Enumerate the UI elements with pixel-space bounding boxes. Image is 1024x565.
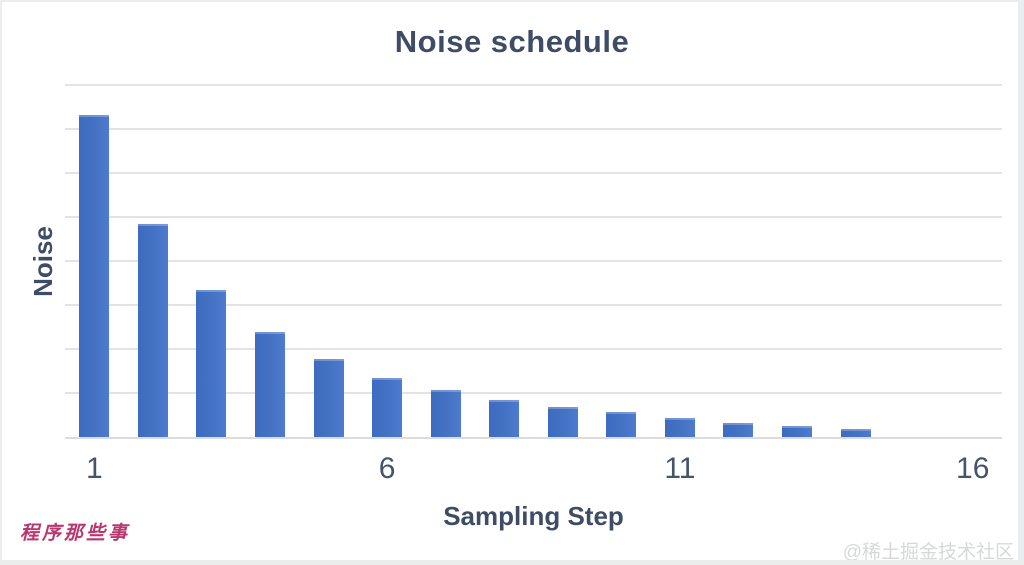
gridline bbox=[65, 84, 1002, 86]
bar-step-8 bbox=[489, 400, 520, 437]
bar-step-14 bbox=[840, 429, 871, 437]
x-tick-label-11: 11 bbox=[664, 452, 696, 485]
x-tick-label-6: 6 bbox=[378, 452, 396, 485]
bar-step-9 bbox=[547, 407, 578, 437]
x-tick-label-16: 16 bbox=[956, 452, 990, 485]
x-axis-title: Sampling Step bbox=[443, 501, 624, 531]
gridline bbox=[65, 304, 1002, 306]
watermark-bottom-right: @稀土掘金技术社区 bbox=[842, 542, 1014, 563]
watermark-bottom-left: 程序那些事 bbox=[20, 522, 131, 544]
gridline bbox=[65, 128, 1002, 130]
y-axis-title-text: Noise bbox=[27, 225, 58, 297]
bar-step-1 bbox=[79, 115, 110, 437]
bar-step-12 bbox=[723, 423, 754, 437]
y-axis-title: Noise bbox=[26, 85, 60, 437]
bar-step-13 bbox=[782, 426, 813, 437]
gridline bbox=[65, 172, 1002, 174]
chart-title: Noise schedule bbox=[394, 24, 630, 59]
bar-step-7 bbox=[430, 390, 461, 437]
gridline bbox=[65, 348, 1002, 350]
plot-area bbox=[65, 84, 1002, 439]
bar-step-3 bbox=[196, 290, 227, 437]
bar-step-4 bbox=[254, 332, 285, 437]
bar-step-10 bbox=[606, 412, 637, 437]
gridline bbox=[65, 392, 1002, 394]
bar-step-2 bbox=[137, 224, 168, 437]
x-axis-ticks: 1 6 11 16 bbox=[65, 452, 1002, 492]
bar-step-5 bbox=[313, 359, 344, 437]
bar-step-11 bbox=[664, 418, 695, 437]
gridline bbox=[65, 260, 1002, 262]
image-border-right bbox=[1018, 0, 1024, 565]
gridline bbox=[65, 216, 1002, 218]
image-border-left bbox=[0, 0, 2, 565]
image-border-top bbox=[0, 0, 1024, 2]
bar-step-6 bbox=[372, 378, 403, 437]
x-tick-label-1: 1 bbox=[85, 452, 103, 485]
